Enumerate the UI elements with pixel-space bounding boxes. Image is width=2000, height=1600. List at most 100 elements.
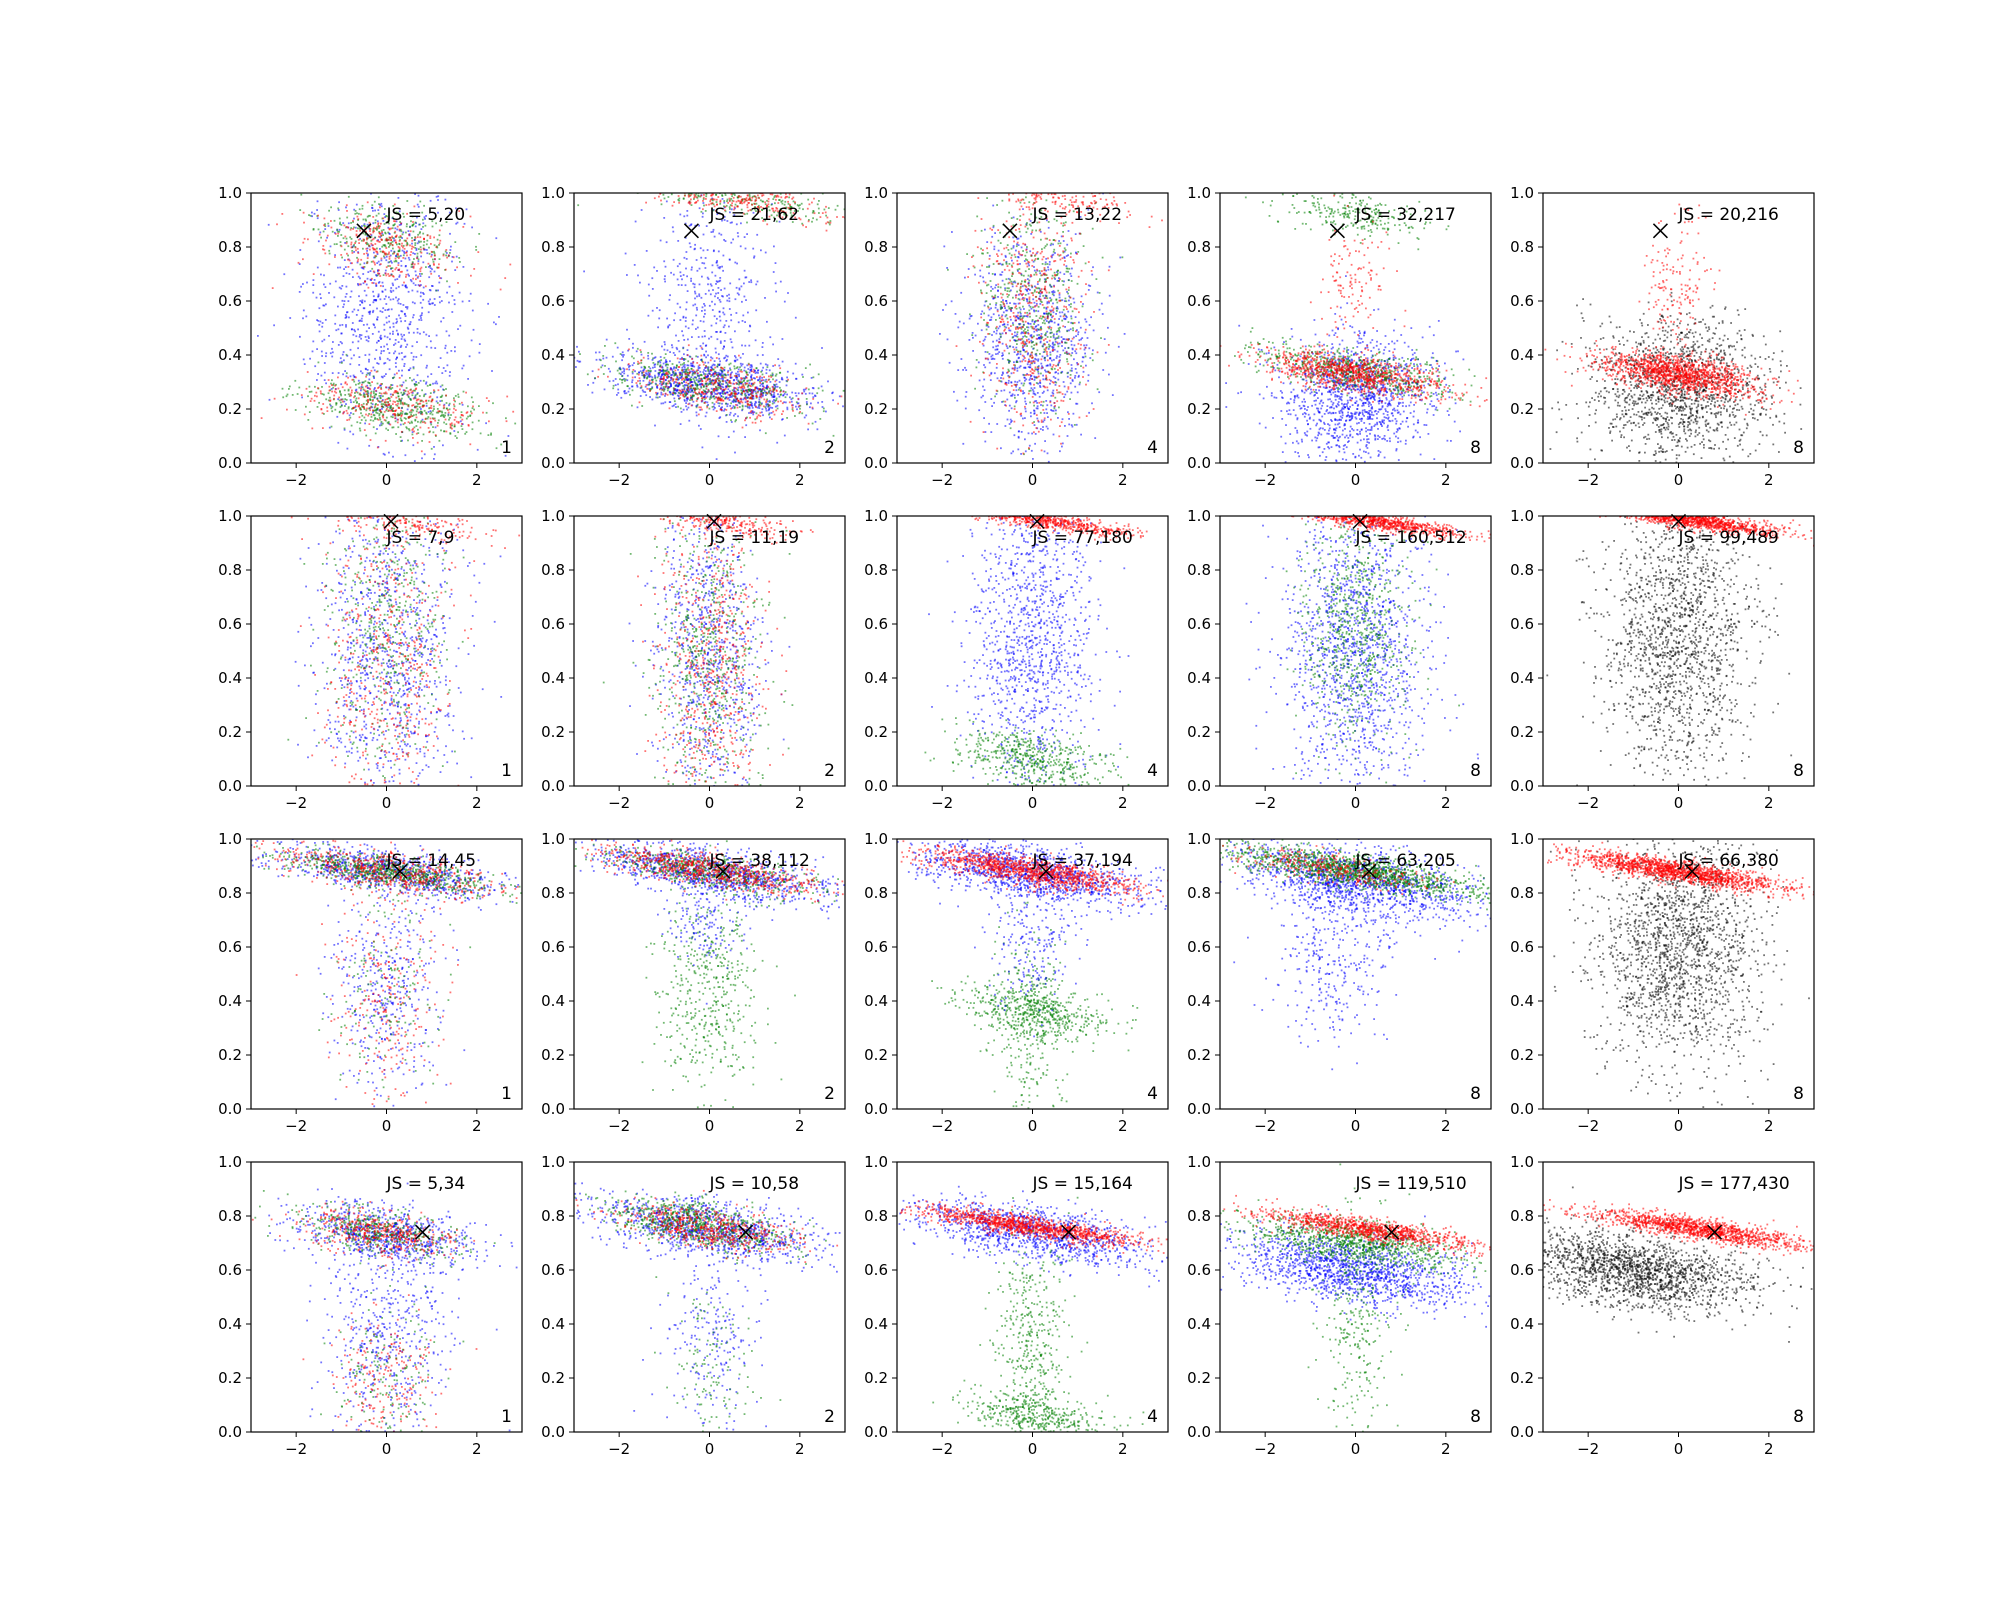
scatter-point bbox=[667, 370, 670, 373]
scatter-point bbox=[368, 423, 371, 425]
scatter-point bbox=[330, 206, 332, 209]
scatter-point bbox=[406, 307, 409, 310]
scatter-point bbox=[352, 245, 355, 247]
scatter-point bbox=[340, 360, 343, 363]
scatter-point bbox=[395, 358, 397, 361]
scatter-point bbox=[415, 401, 418, 404]
scatter-point bbox=[673, 372, 676, 375]
scatter-point bbox=[342, 351, 345, 353]
scatter-point bbox=[660, 384, 663, 387]
scatter-point bbox=[751, 410, 754, 412]
scatter-point bbox=[376, 227, 379, 230]
scatter-point bbox=[373, 377, 375, 379]
scatter-point bbox=[832, 399, 834, 402]
scatter-point bbox=[327, 222, 330, 225]
scatter-point bbox=[338, 286, 341, 289]
scatter-point bbox=[701, 408, 703, 411]
scatter-point bbox=[397, 341, 400, 343]
scatter-point bbox=[754, 387, 757, 389]
scatter-point bbox=[749, 404, 752, 406]
scatter-point bbox=[454, 435, 457, 437]
scatter-point bbox=[397, 333, 399, 336]
scatter-point bbox=[734, 392, 737, 395]
scatter-point bbox=[366, 386, 369, 389]
scatter-point bbox=[664, 401, 667, 404]
scatter-point bbox=[659, 193, 662, 195]
scatter-point bbox=[758, 197, 761, 200]
scatter-point bbox=[761, 402, 763, 405]
scatter-point bbox=[668, 376, 670, 378]
scatter-point bbox=[366, 390, 369, 392]
scatter-point bbox=[499, 288, 502, 291]
scatter-point bbox=[333, 219, 336, 222]
scatter-point bbox=[416, 216, 418, 219]
scatter-point bbox=[418, 402, 421, 405]
scatter-point bbox=[722, 311, 725, 314]
scatter-point bbox=[705, 204, 708, 206]
scatter-point bbox=[412, 246, 415, 249]
scatter-point bbox=[681, 330, 683, 333]
scatter-point bbox=[432, 409, 434, 412]
scatter-point bbox=[685, 316, 687, 319]
scatter-point bbox=[741, 300, 743, 303]
scatter-point bbox=[767, 405, 770, 407]
scatter-point bbox=[396, 256, 399, 258]
scatter-point bbox=[345, 204, 348, 207]
scatter-point bbox=[352, 333, 355, 336]
scatter-point bbox=[643, 376, 646, 378]
scatter-point bbox=[260, 417, 263, 419]
scatter-point bbox=[704, 375, 707, 377]
scatter-point bbox=[715, 280, 718, 283]
scatter-point bbox=[707, 404, 709, 406]
scatter-point bbox=[721, 376, 723, 378]
scatter-point bbox=[389, 243, 392, 245]
scatter-point bbox=[805, 215, 807, 218]
scatter-point bbox=[400, 264, 403, 267]
scatter-point bbox=[430, 272, 433, 275]
scatter-point bbox=[420, 291, 422, 294]
scatter-point bbox=[371, 267, 374, 270]
scatter-point bbox=[451, 424, 453, 427]
scatter-point bbox=[826, 221, 829, 224]
scatter-point bbox=[761, 376, 763, 379]
scatter-point bbox=[299, 335, 301, 338]
scatter-point bbox=[388, 315, 390, 317]
scatter-point bbox=[737, 392, 740, 395]
scatter-point bbox=[684, 358, 687, 361]
scatter-point bbox=[417, 432, 420, 434]
scatter-point bbox=[417, 258, 420, 261]
scatter-point bbox=[715, 385, 717, 388]
scatter-point bbox=[400, 391, 403, 394]
scatter-point bbox=[722, 269, 724, 272]
scatter-point bbox=[739, 362, 742, 365]
scatter-point bbox=[662, 381, 665, 384]
scatter-point bbox=[706, 373, 709, 376]
scatter-point bbox=[817, 373, 820, 376]
scatter-point bbox=[718, 377, 721, 380]
scatter-point bbox=[450, 414, 452, 416]
scatter-point bbox=[1029, 366, 1031, 369]
scatter-point bbox=[325, 352, 328, 355]
scatter-point bbox=[444, 414, 446, 417]
scatter-point bbox=[775, 399, 778, 402]
scatter-point bbox=[748, 195, 751, 198]
scatter-point bbox=[490, 432, 492, 435]
scatter-point bbox=[733, 194, 736, 196]
scatter-point bbox=[724, 392, 727, 394]
scatter-point bbox=[392, 252, 394, 255]
scatter-point bbox=[661, 365, 664, 368]
scatter-point bbox=[719, 202, 722, 205]
scatter-point bbox=[316, 395, 318, 398]
scatter-point bbox=[393, 239, 396, 242]
scatter-point bbox=[721, 406, 723, 409]
scatter-point bbox=[699, 320, 702, 322]
scatter-point bbox=[688, 378, 691, 380]
scatter-point bbox=[717, 292, 720, 294]
scatter-point bbox=[396, 243, 398, 246]
scatter-point bbox=[730, 313, 732, 316]
scatter-point bbox=[640, 386, 643, 389]
scatter-point bbox=[728, 381, 731, 384]
scatter-point bbox=[730, 319, 733, 322]
scatter-point bbox=[743, 201, 745, 204]
scatter-point bbox=[434, 382, 437, 385]
